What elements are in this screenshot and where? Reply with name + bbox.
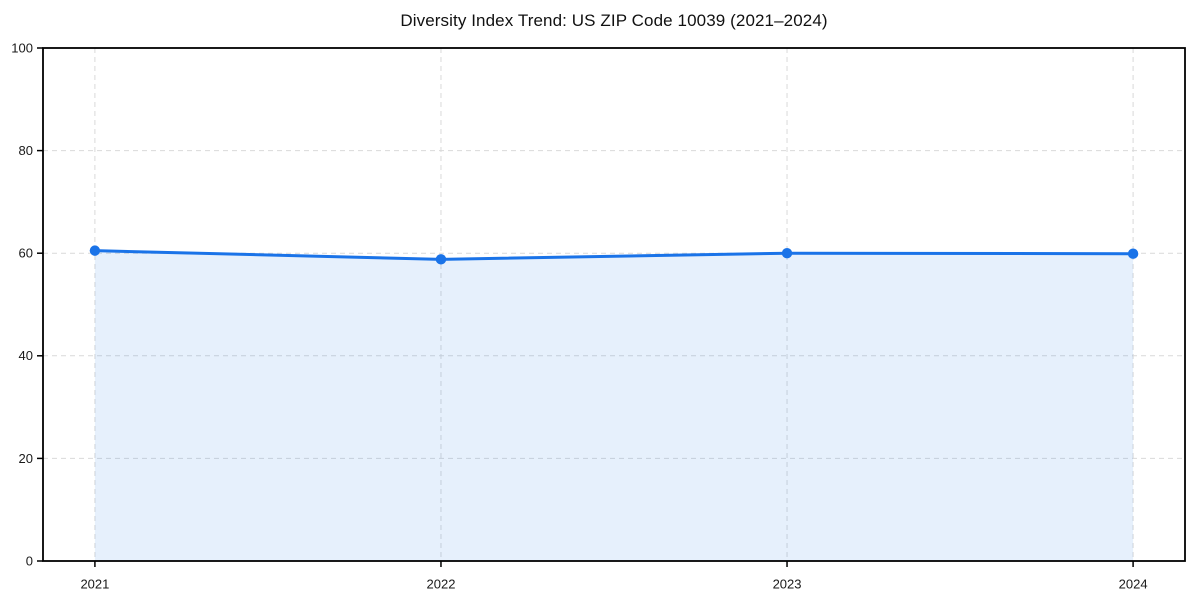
area-fill — [94, 250, 1134, 561]
y-tick-label: 100 — [11, 40, 33, 55]
x-tick-label: 2021 — [80, 577, 109, 592]
x-tick-label: 2024 — [1119, 577, 1148, 592]
data-point — [89, 245, 101, 256]
data-point — [781, 248, 793, 259]
y-tick-label: 0 — [26, 553, 33, 568]
data-point — [1127, 248, 1139, 259]
plot-border — [42, 47, 1186, 562]
x-tick-label: 2023 — [773, 577, 802, 592]
y-tick-label: 60 — [19, 246, 33, 261]
x-tick-label: 2022 — [427, 577, 456, 592]
y-tick-label: 80 — [19, 143, 33, 158]
y-tick-label: 20 — [19, 451, 33, 466]
y-tick-label: 40 — [19, 348, 33, 363]
chart-title: Diversity Index Trend: US ZIP Code 10039… — [400, 11, 828, 30]
data-point — [435, 254, 447, 265]
trend-line — [93, 249, 1135, 261]
